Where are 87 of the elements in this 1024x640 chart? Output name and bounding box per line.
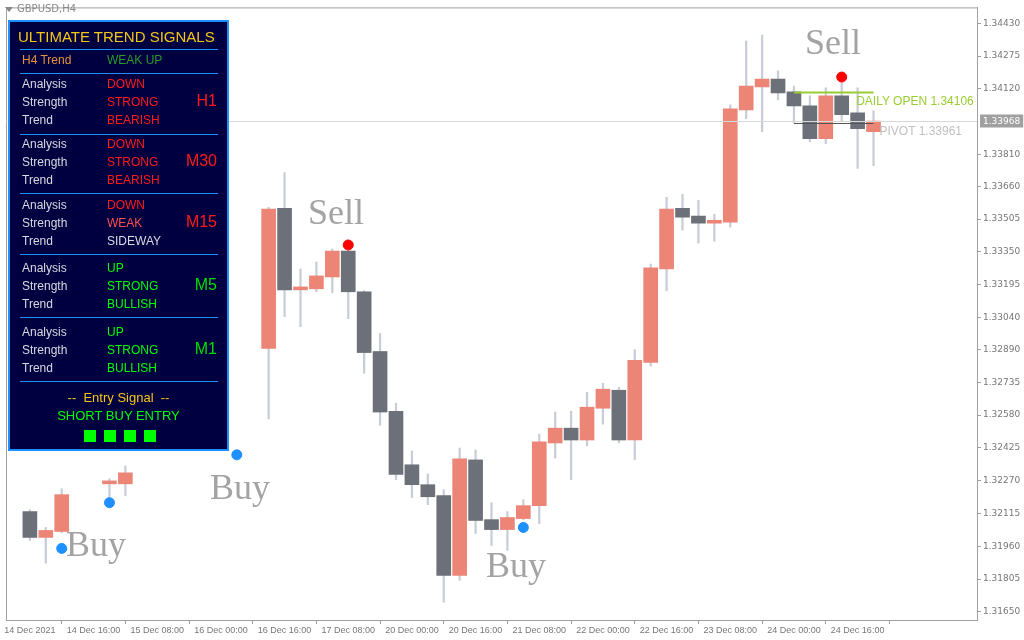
y-tick-label: 1.34430: [983, 17, 1021, 28]
annotation: Strength: [22, 155, 68, 169]
y-tick-label: 1.32890: [983, 343, 1021, 354]
annotation: H1: [196, 92, 217, 109]
y-tick-label: 1.33660: [983, 180, 1021, 191]
y-tick-label: 1.34120: [983, 83, 1021, 94]
annotation: WEAK UP: [107, 53, 163, 67]
annotation: BULLISH: [107, 297, 158, 311]
annotation: UP: [107, 325, 124, 339]
annotation: STRONG: [107, 95, 159, 109]
ref-line-label: PIVOT 1.33961: [879, 123, 963, 138]
x-tick-label: 24 Dec 00:00: [767, 624, 821, 635]
point: [56, 542, 68, 554]
annotation: Analysis: [22, 137, 67, 151]
annotation: Buy: [485, 545, 547, 586]
annotation: Strength: [22, 95, 68, 109]
annotation: M15: [185, 213, 217, 230]
point: [342, 239, 354, 251]
annotation: BEARISH: [107, 173, 160, 187]
x-tick-label: 20 Dec 16:00: [448, 624, 503, 635]
annotation: Sell: [804, 22, 862, 63]
annotation: Strength: [22, 279, 68, 293]
y-tick-label: 1.33040: [983, 311, 1021, 322]
annotation: Buy: [209, 467, 271, 508]
x-tick-label: 17 Dec 08:00: [321, 624, 376, 635]
annotation: STRONG: [107, 279, 159, 293]
annotation: Analysis: [22, 198, 67, 212]
ref-line-label: DAILY OPEN 1.34106: [856, 93, 975, 108]
annotation: STRONG: [107, 155, 159, 169]
point: [231, 449, 243, 461]
annotation: DOWN: [107, 77, 145, 91]
x-tick-label: 22 Dec 00:00: [576, 624, 630, 635]
text: ULTIMATE TREND SIGNALS: [18, 28, 215, 45]
annotation: Strength: [22, 343, 68, 357]
annotation: DOWN: [107, 137, 145, 151]
annotation: M5: [194, 276, 217, 293]
annotation: Trend: [22, 234, 53, 248]
y-tick-label: 1.32425: [983, 442, 1021, 453]
annotation: DOWN: [107, 198, 145, 212]
annotation: Analysis: [22, 261, 67, 275]
annotation: Analysis: [22, 77, 67, 91]
y-tick-label: 1.33810: [983, 148, 1021, 159]
annotation: Analysis: [22, 325, 67, 339]
chart-title: GBPUSD,H4: [17, 3, 77, 14]
annotation: SIDEWAY: [107, 234, 162, 248]
annotation: UP: [107, 261, 124, 275]
y-tick-label: 1.31960: [983, 540, 1021, 551]
y-tick-label: 1.33350: [983, 246, 1021, 257]
x-tick-label: 20 Dec 00:00: [385, 624, 439, 635]
annotation: Buy: [65, 524, 127, 565]
annotation: Strength: [22, 216, 68, 230]
annotation: SHORT BUY ENTRY: [56, 408, 181, 423]
x-tick-label: 14 Dec 16:00: [66, 624, 121, 635]
x-tick-label: 14 Dec 2021: [4, 624, 56, 635]
y-tick-label: 1.31650: [983, 606, 1021, 617]
ref-line-label: 1.33968: [983, 115, 1021, 126]
x-tick-label: 16 Dec 00:00: [194, 624, 248, 635]
annotation: Sell: [307, 192, 365, 233]
annotation: WEAK: [107, 216, 143, 230]
annotation: H4 Trend: [22, 53, 72, 67]
x-tick-label: 24 Dec 16:00: [830, 624, 885, 635]
y-tick-label: 1.32115: [983, 507, 1021, 518]
annotation: M30: [185, 152, 217, 169]
y-tick-label: 1.33505: [983, 213, 1021, 224]
point: [103, 497, 115, 509]
annotation: Trend: [22, 113, 53, 127]
x-tick-label: 15 Dec 08:00: [130, 624, 184, 635]
x-tick-label: 16 Dec 16:00: [257, 624, 312, 635]
annotation: BULLISH: [107, 361, 158, 375]
x-tick-label: 22 Dec 16:00: [639, 624, 694, 635]
annotation: STRONG: [107, 343, 159, 357]
x-tick-label: 23 Dec 08:00: [703, 624, 758, 635]
annotation: BEARISH: [107, 113, 160, 127]
y-tick-label: 1.33195: [983, 279, 1021, 290]
y-tick-label: 1.32735: [983, 376, 1021, 387]
y-tick-label: 1.32270: [983, 475, 1021, 486]
annotation: Trend: [22, 361, 53, 375]
point: [836, 71, 848, 83]
x-tick-label: 21 Dec 08:00: [512, 624, 567, 635]
annotation: M1: [194, 340, 217, 357]
annotation: Trend: [22, 297, 53, 311]
y-tick-label: 1.31805: [983, 573, 1021, 584]
annotation: Trend: [22, 173, 53, 187]
point: [517, 521, 529, 533]
y-tick-label: 1.32580: [983, 409, 1021, 420]
y-tick-label: 1.34275: [983, 50, 1021, 61]
annotation: -- Entry Signal --: [66, 390, 171, 405]
